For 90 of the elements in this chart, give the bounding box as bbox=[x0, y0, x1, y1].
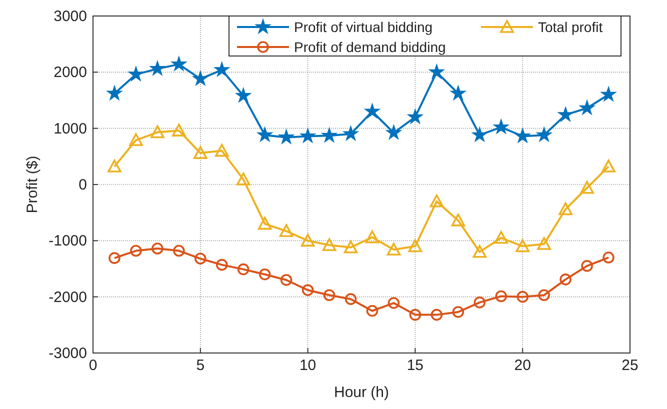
point bbox=[108, 252, 120, 264]
point bbox=[580, 180, 594, 194]
point bbox=[257, 127, 272, 142]
point bbox=[128, 66, 144, 81]
point bbox=[408, 239, 422, 252]
x-tick-label: 5 bbox=[196, 357, 205, 374]
point bbox=[515, 128, 530, 143]
point bbox=[258, 268, 271, 280]
point bbox=[494, 119, 509, 134]
x-axis-title: Hour (h) bbox=[334, 384, 390, 401]
legend-label: Total profit bbox=[538, 19, 603, 35]
point bbox=[216, 258, 228, 271]
point bbox=[171, 56, 186, 71]
y-tick-label: 3000 bbox=[54, 8, 87, 25]
point bbox=[472, 127, 488, 142]
point bbox=[237, 263, 250, 276]
point bbox=[129, 133, 143, 146]
legend-label: Profit of virtual bidding bbox=[294, 19, 433, 35]
point bbox=[343, 126, 358, 140]
point bbox=[152, 242, 164, 254]
x-tick-label: 15 bbox=[406, 357, 424, 374]
point bbox=[516, 239, 530, 252]
point bbox=[602, 160, 616, 172]
x-tick-label: 0 bbox=[88, 357, 98, 374]
point bbox=[495, 290, 508, 302]
point bbox=[300, 128, 316, 143]
legend-label: Profit of demand bidding bbox=[294, 39, 446, 55]
point bbox=[409, 308, 422, 321]
point bbox=[280, 274, 292, 286]
point bbox=[558, 107, 574, 122]
y-axis-title: Profit ($) bbox=[24, 156, 41, 214]
point bbox=[538, 289, 550, 302]
point bbox=[474, 296, 486, 308]
x-tick-label: 20 bbox=[514, 357, 531, 374]
y-tick-label: -1000 bbox=[48, 232, 87, 250]
point bbox=[516, 290, 528, 303]
y-tick-label: -3000 bbox=[48, 345, 87, 362]
x-tick-label: 25 bbox=[622, 357, 638, 374]
point bbox=[451, 214, 466, 226]
point bbox=[173, 244, 185, 257]
point bbox=[344, 240, 358, 254]
y-tick-label: -2000 bbox=[48, 288, 87, 306]
point bbox=[581, 260, 593, 272]
point bbox=[322, 128, 337, 142]
point bbox=[300, 234, 315, 247]
point bbox=[236, 88, 251, 102]
point bbox=[194, 252, 206, 265]
point bbox=[344, 293, 357, 305]
point bbox=[302, 284, 314, 296]
point bbox=[194, 146, 208, 159]
point bbox=[558, 202, 572, 216]
point bbox=[388, 297, 400, 309]
point bbox=[366, 304, 378, 317]
point bbox=[365, 230, 380, 244]
point bbox=[450, 86, 466, 100]
point bbox=[236, 172, 250, 186]
point bbox=[108, 160, 122, 172]
point bbox=[430, 308, 443, 321]
x-tick-label: 10 bbox=[299, 357, 316, 374]
point bbox=[150, 125, 164, 138]
point bbox=[430, 194, 444, 208]
point bbox=[214, 62, 230, 76]
point bbox=[560, 274, 572, 286]
point bbox=[408, 109, 423, 124]
point bbox=[130, 244, 142, 257]
point bbox=[279, 224, 294, 238]
point bbox=[537, 237, 551, 250]
point bbox=[472, 245, 487, 258]
point bbox=[192, 71, 208, 86]
point bbox=[494, 230, 508, 244]
point bbox=[536, 127, 552, 142]
point bbox=[214, 144, 229, 157]
point bbox=[429, 64, 444, 79]
point bbox=[602, 252, 614, 264]
point bbox=[601, 86, 616, 102]
point bbox=[580, 100, 594, 115]
y-tick-label: 0 bbox=[78, 176, 87, 194]
point bbox=[258, 216, 272, 230]
point bbox=[322, 238, 336, 252]
point bbox=[386, 125, 402, 140]
point bbox=[172, 124, 186, 136]
point bbox=[107, 86, 122, 100]
y-tick-label: 1000 bbox=[54, 120, 87, 138]
point bbox=[364, 104, 380, 118]
point bbox=[452, 306, 464, 318]
point bbox=[386, 242, 401, 256]
point bbox=[323, 289, 336, 302]
point bbox=[278, 130, 294, 144]
y-tick-label: 2000 bbox=[54, 64, 87, 82]
point bbox=[150, 60, 165, 76]
